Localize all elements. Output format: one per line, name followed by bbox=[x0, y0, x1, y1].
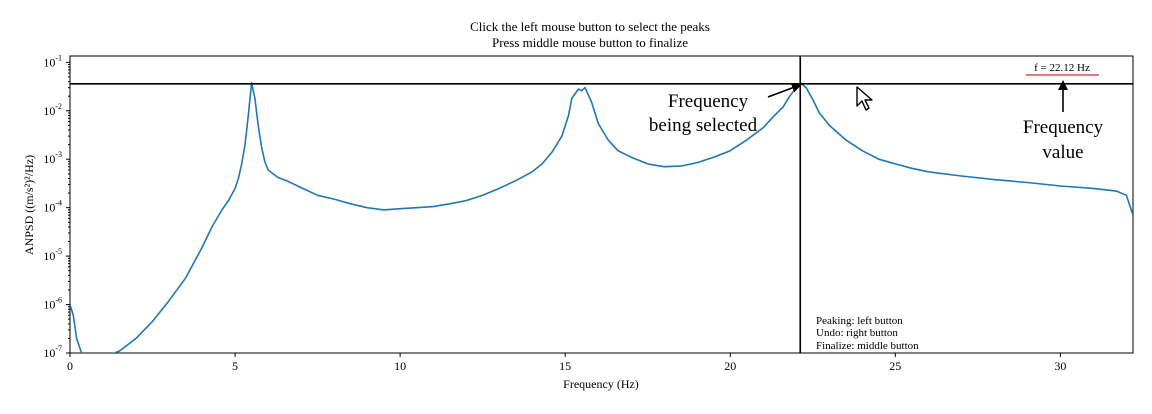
x-axis-label: Frequency (Hz) bbox=[563, 377, 639, 391]
x-tick-label: 15 bbox=[559, 359, 571, 373]
x-axis: 0 5 10 15 20 25 30 bbox=[67, 353, 1066, 373]
y-tick-label: 10-6 bbox=[43, 296, 62, 312]
x-tick-label: 25 bbox=[889, 359, 901, 373]
annotation-selected-arrow bbox=[767, 83, 802, 98]
mouse-pointer-icon bbox=[856, 86, 873, 111]
plot-area[interactable] bbox=[69, 55, 1134, 354]
y-tick-label: 10-1 bbox=[43, 53, 62, 69]
x-tick-label: 30 bbox=[1054, 359, 1066, 373]
instruction-undo: Undo: right button bbox=[816, 327, 898, 339]
chart-subtitle: Press middle mouse button to finalize bbox=[492, 35, 688, 50]
x-tick-label: 20 bbox=[724, 359, 736, 373]
frequency-readout: f = 22.12 Hz bbox=[1034, 62, 1090, 74]
y-tick-label: 10-3 bbox=[43, 150, 62, 166]
y-axis-label: ANPSD ((m/s²)²/Hz) bbox=[22, 155, 36, 255]
y-tick-label: 10-2 bbox=[43, 102, 62, 118]
annotation-value-line1: Frequency bbox=[1023, 117, 1104, 138]
x-tick-label: 0 bbox=[67, 359, 73, 373]
annotation-value-line2: value bbox=[1042, 142, 1083, 163]
psd-series-line bbox=[70, 81, 1133, 353]
chart-title: Click the left mouse button to select th… bbox=[470, 19, 710, 34]
x-tick-label: 5 bbox=[232, 359, 238, 373]
y-tick-label: 10-7 bbox=[43, 344, 62, 360]
x-tick-label: 10 bbox=[394, 359, 406, 373]
annotation-selected-line1: Frequency bbox=[668, 91, 749, 112]
annotation-selected-line2: being selected bbox=[649, 115, 758, 136]
instruction-peaking: Peaking: left button bbox=[816, 315, 903, 327]
y-tick-label: 10-4 bbox=[43, 199, 62, 215]
y-axis: 10-7 10-6 10-5 10-4 10-3 10-2 10-1 bbox=[43, 53, 70, 360]
y-tick-label: 10-5 bbox=[43, 247, 62, 263]
instruction-finalize: Finalize: middle button bbox=[816, 340, 919, 352]
